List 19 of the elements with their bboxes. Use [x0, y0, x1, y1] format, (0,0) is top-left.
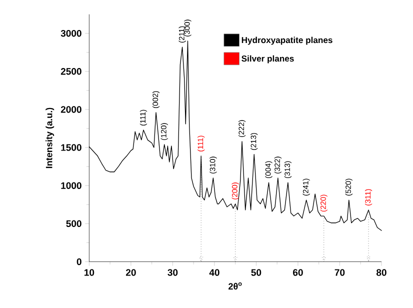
- x-tick-label: 60: [293, 269, 303, 276]
- x-tick-label: 40: [209, 269, 220, 276]
- x-tick-label: 20: [126, 269, 136, 276]
- y-tick-label: 3000: [60, 30, 82, 37]
- y-tick-label: 1500: [61, 144, 82, 152]
- legend-label: Silver planes: [242, 56, 294, 64]
- x-tick-label: 30: [168, 269, 178, 276]
- y-tick-label: 2500: [60, 68, 82, 75]
- x-axis-title: 2θ$^{o}$: [228, 282, 242, 290]
- y-tick-label: 0: [76, 258, 82, 266]
- x-tick-label: 80: [376, 269, 386, 276]
- x-tick-label: 50: [251, 269, 262, 276]
- y-tick-label: 2000: [60, 106, 82, 114]
- y-axis-title: Intensity (a.u.): [46, 108, 54, 168]
- y-tick-label: 1000: [61, 182, 82, 190]
- x-tick-label: 70: [334, 269, 345, 276]
- legend-label: Hydroxyapatite planes: [242, 37, 332, 45]
- y-tick-label: 500: [66, 220, 82, 228]
- x-tick-label: 10: [84, 269, 94, 276]
